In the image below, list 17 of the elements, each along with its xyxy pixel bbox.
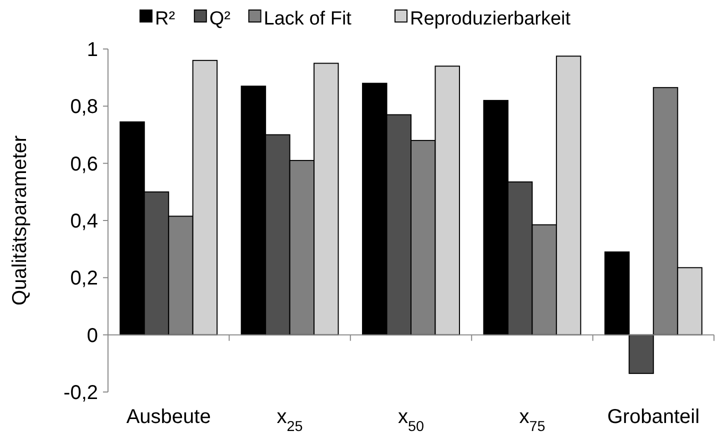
y-tick-label: 0 (86, 324, 98, 347)
y-tick-label: 0,2 (70, 268, 98, 290)
legend-label: Reproduzierbarkeit (410, 8, 572, 30)
legend-label: R² (155, 8, 176, 30)
y-tick-label: 0,4 (70, 210, 98, 232)
y-tick-label: 1 (86, 39, 98, 61)
y-tick-label: -0,2 (64, 382, 98, 404)
x-tick-label: x$_{25}$ (276, 406, 303, 435)
legend-label: Q² (209, 8, 231, 30)
x-tick-label: x$_{75}$ (519, 406, 546, 435)
legend-label: Lack of Fit (264, 8, 352, 30)
x-tick-label: Grobanteil (607, 406, 700, 428)
y-tick-label: 0,8 (70, 96, 98, 118)
x-tick-label: Ausbeute (126, 406, 211, 428)
y-axis-title: Qualitätsparameter (9, 135, 31, 306)
y-tick-label: 0,6 (70, 153, 98, 176)
x-tick-label: x$_{50}$ (398, 406, 424, 435)
